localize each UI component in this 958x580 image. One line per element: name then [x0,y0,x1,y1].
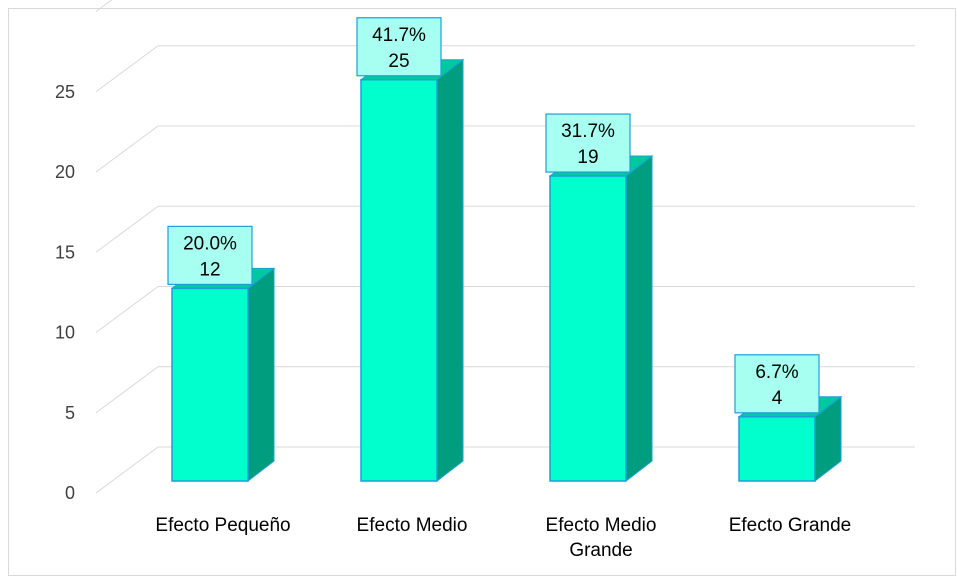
x-axis-labels: Efecto Pequeño Efecto Medio Efecto Medio Gr… [155,515,851,561]
data-label-box [734,354,820,414]
data-label: 6.7% 4 [734,354,820,414]
gridline-depth [95,0,113,12]
gridline-depth [95,205,159,253]
gridline-depth [95,125,159,173]
bar [170,267,276,483]
x-tick-label: Efecto Medio [357,515,468,536]
value-label: 12 [199,259,220,280]
x-tick-label: Efecto Medio [546,515,657,536]
bar-front [738,416,816,482]
percent-label: 31.7% [561,121,615,142]
bars [170,58,843,483]
bar-side [436,58,464,483]
gridline-depth [95,366,159,414]
y-tick-label: 20 [55,162,75,182]
data-labels: 20.0% 12 41.7% 25 31.7% 19 6.7% 4 [167,17,820,414]
bar-side [247,267,275,483]
x-tick-label: Grande [569,540,632,561]
y-tick-label: 10 [55,323,75,343]
y-tick-label: 5 [65,403,75,423]
x-tick-label: Efecto Grande [729,515,852,536]
value-label: 4 [772,388,783,409]
y-tick-label: 0 [65,483,75,503]
data-label: 41.7% 25 [356,17,442,77]
value-label: 19 [577,147,598,168]
y-axis-ticks: 0 5 10 15 20 25 [55,82,75,503]
gridline-depth [95,286,159,333]
bar-front [171,287,249,482]
bar [548,155,654,483]
y-tick-label: 15 [55,242,75,262]
bar [359,58,465,483]
bar-front [360,79,438,482]
percent-label: 20.0% [183,233,237,254]
data-label: 20.0% 12 [167,225,253,285]
x-tick-label: Efecto Pequeño [155,515,290,536]
gridline-depth [95,45,159,93]
data-label-box [356,17,442,77]
value-label: 25 [388,51,409,72]
data-label-box [545,113,631,173]
bar-front [549,175,627,482]
bar-side [625,155,653,483]
data-label: 31.7% 19 [545,113,631,173]
gridline-depth [95,446,159,494]
percent-label: 41.7% [372,25,426,46]
percent-label: 6.7% [755,362,798,383]
y-tick-label: 25 [55,82,75,102]
data-label-box [167,225,253,285]
